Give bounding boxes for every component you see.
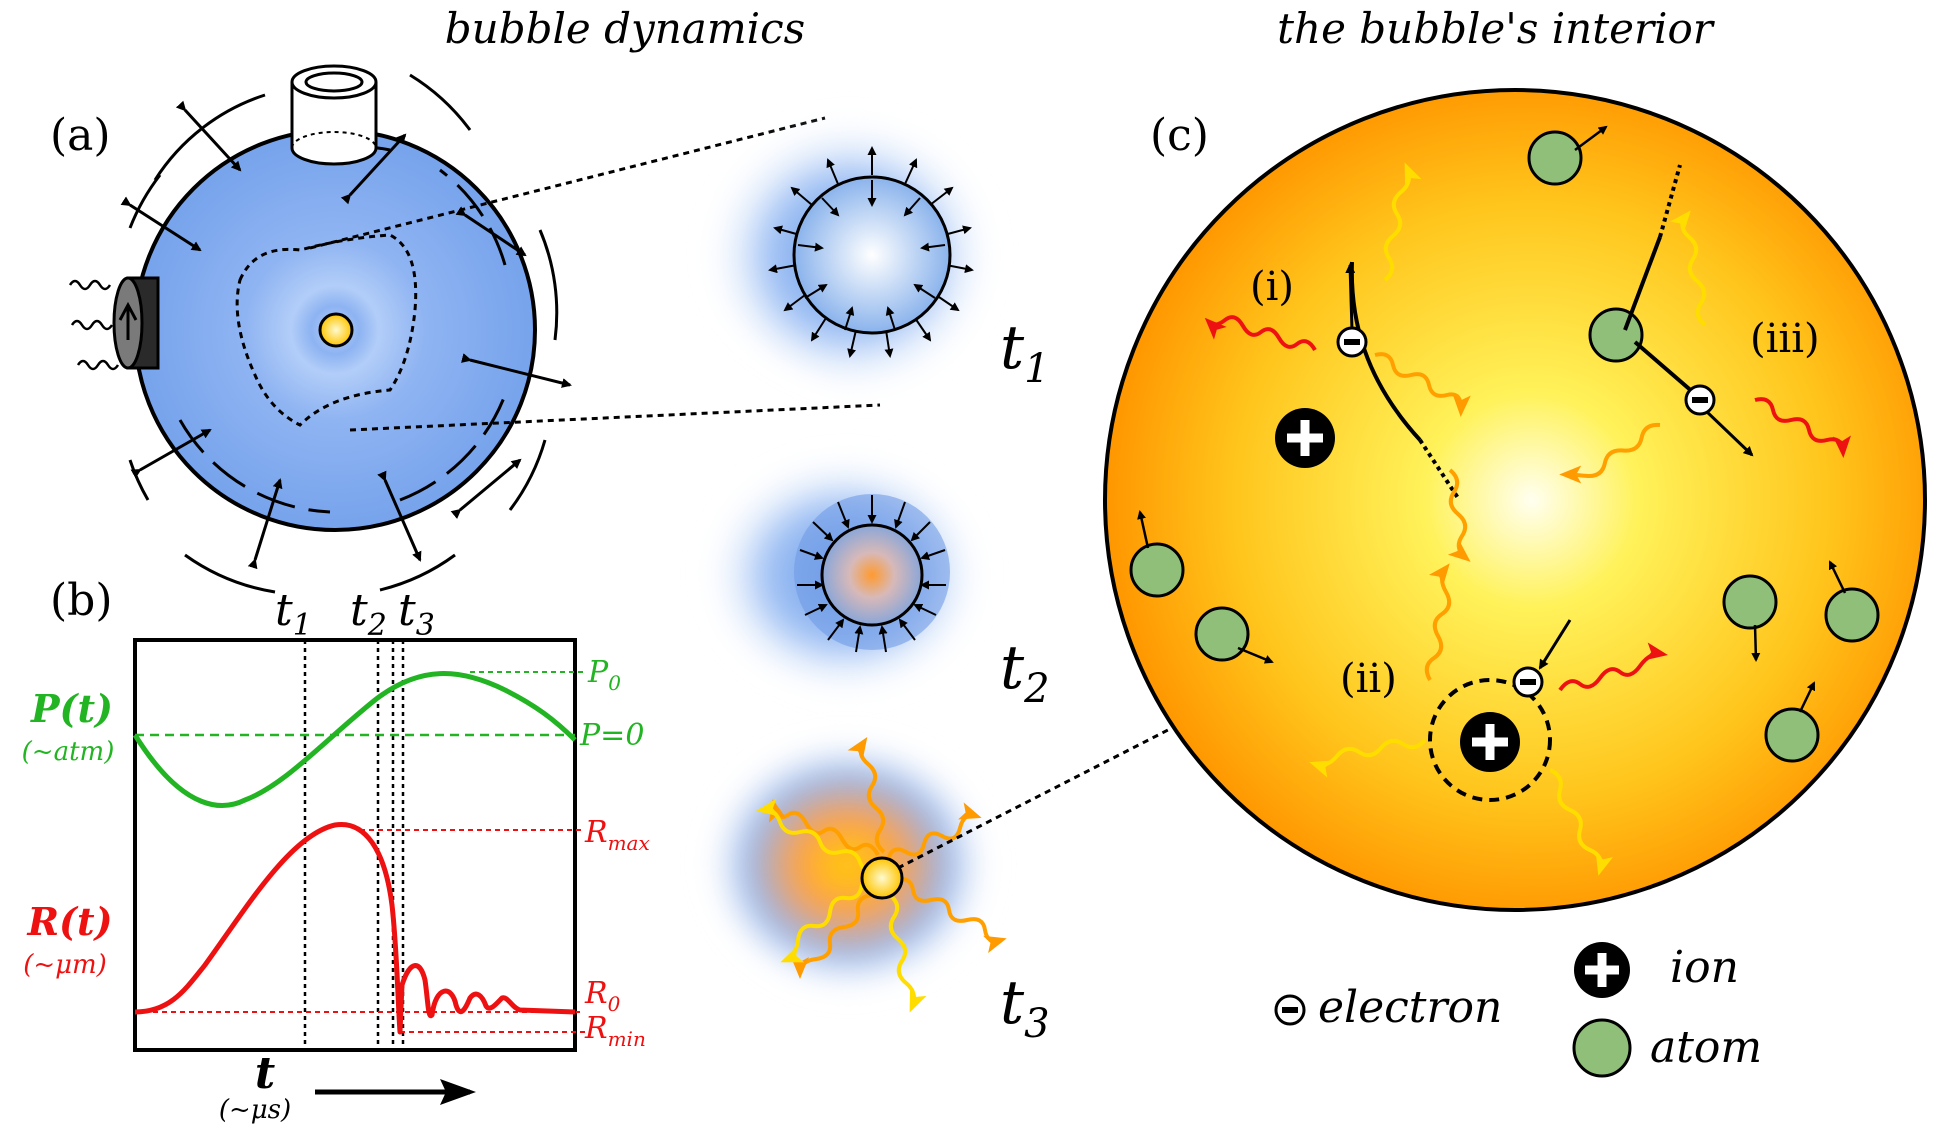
series-r-units: (~μm) (23, 950, 107, 980)
legend-atom-symbol (1572, 1018, 1632, 1078)
atom (1722, 574, 1778, 630)
process-iii: (iii) (1559, 164, 1851, 484)
marker-t1-label: t1 (275, 585, 312, 643)
recombination-orbit (1428, 678, 1552, 802)
title-bubble-interior: the bubble's interior (1277, 4, 1716, 53)
p-reference-lines (135, 671, 585, 737)
t1-inner-arrows (797, 180, 946, 331)
process-ii: (ii) (1309, 468, 1668, 876)
x-axis-label: t (255, 1048, 275, 1099)
plot-frame (133, 638, 577, 1052)
x-axis-units: (~μs) (219, 1095, 291, 1125)
t3-photons (756, 737, 1007, 1013)
series-r-name: R(t) (26, 899, 112, 944)
t3-label: t3 (1000, 968, 1050, 1047)
zoom-line-bottom (349, 403, 881, 432)
stage-t1: t1 (705, 115, 1050, 397)
atom (1824, 587, 1880, 643)
process-i: (i) (1204, 162, 1471, 500)
legend-electron-label: electron (1318, 982, 1502, 1033)
series-p-units: (~atm) (22, 737, 115, 767)
panel-c: (c) (i) (1103, 88, 1927, 912)
t2-label: t2 (1000, 633, 1050, 712)
flask-neck (290, 64, 378, 166)
series-r-line (134, 821, 576, 1035)
stage-t3: t3 (705, 728, 1169, 1047)
focus-region (235, 233, 418, 427)
stage-t2: t2 (704, 453, 1050, 712)
process-iii-label: (iii) (1750, 316, 1820, 362)
t1-label: t1 (1000, 313, 1050, 392)
legend-ion-label: ion (1670, 942, 1739, 993)
t3-bubble (860, 856, 904, 900)
ref-label-r0: R0 (584, 976, 621, 1016)
t2-arrows (797, 495, 946, 653)
interior-sphere (1103, 88, 1927, 912)
atoms (1129, 125, 1880, 763)
flask-bubble (318, 312, 354, 348)
t3-glow (705, 736, 991, 994)
legend: electron ion atom (1274, 942, 1762, 1078)
ref-label-pzero: P=0 (579, 718, 644, 753)
process-ii-label: (ii) (1340, 656, 1397, 702)
zoom-line-top (309, 116, 826, 250)
panel-label-a: (a) (50, 110, 111, 161)
pressure-arrows (120, 100, 572, 570)
atom (1194, 606, 1250, 662)
marker-t2-label: t2 (350, 585, 387, 643)
transducer (68, 276, 160, 371)
ref-label-rmin: Rmin (584, 1011, 646, 1051)
panel-b: (b) t1 t2 t3 P(t) (~atm) R(t) (~μm (22, 575, 650, 1125)
panel-a: (a) (50, 64, 881, 594)
marker-t3-label: t3 (398, 585, 435, 643)
atom (1129, 542, 1185, 598)
panel-label-b: (b) (50, 575, 113, 626)
series-p-name: P(t) (30, 686, 113, 731)
t2-bubble (820, 523, 924, 627)
legend-atom-label: atom (1650, 1022, 1762, 1073)
ref-label-rmax: Rmax (584, 815, 650, 855)
r-reference-lines (135, 829, 585, 1033)
process-i-label: (i) (1250, 264, 1294, 310)
panel-label-c: (c) (1150, 110, 1209, 161)
title-bubble-dynamics: bubble dynamics (445, 4, 805, 53)
ref-label-p0: P0 (587, 655, 621, 695)
atom (1588, 307, 1644, 363)
series-p-line (132, 671, 577, 808)
atom (1764, 707, 1820, 763)
atom (1527, 130, 1583, 186)
